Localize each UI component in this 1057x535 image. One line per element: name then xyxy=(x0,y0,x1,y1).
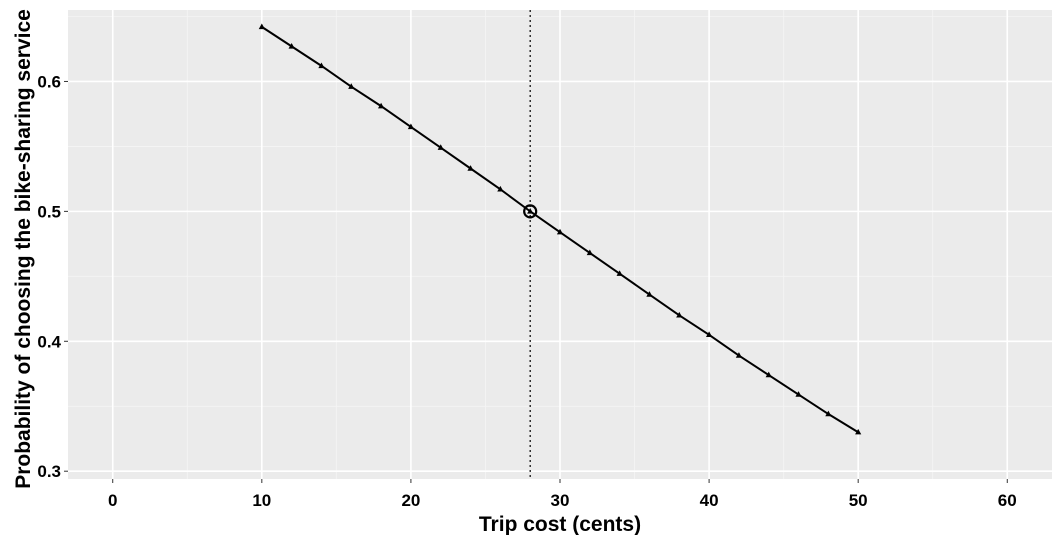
triangle-marker xyxy=(407,123,415,130)
y-axis-ticks: 0.3 0.4 0.5 0.6 xyxy=(37,72,68,481)
triangle-marker xyxy=(318,62,325,69)
y-tick-label: 0.4 xyxy=(37,332,61,351)
x-tick-label: 40 xyxy=(700,491,719,510)
x-axis-title: Trip cost (cents) xyxy=(479,513,641,535)
triangle-marker xyxy=(586,249,593,256)
y-axis-title: Probability of choosing the bike-sharing… xyxy=(12,9,35,489)
triangle-marker xyxy=(377,102,385,109)
x-tick-label: 30 xyxy=(551,491,570,510)
triangle-marker xyxy=(288,42,295,49)
y-tick-label: 0.6 xyxy=(37,72,61,91)
triangle-marker xyxy=(676,311,683,318)
triangle-marker xyxy=(258,23,265,30)
triangle-marker xyxy=(497,185,504,192)
x-tick-label: 60 xyxy=(998,491,1017,510)
y-tick-label: 0.5 xyxy=(37,202,61,221)
triangle-marker xyxy=(646,291,653,297)
highlight-point-circle xyxy=(523,204,538,219)
triangle-marker xyxy=(855,428,862,435)
x-tick-label: 20 xyxy=(401,491,420,510)
x-tick-label: 0 xyxy=(108,491,117,510)
x-tick-label: 10 xyxy=(252,491,271,510)
x-tick-label: 50 xyxy=(849,491,868,510)
y-tick-label: 0.3 xyxy=(37,462,61,481)
triangle-marker xyxy=(467,165,474,171)
major-gridlines xyxy=(68,10,1052,479)
triangle-marker xyxy=(765,371,772,378)
triangle-marker xyxy=(437,144,444,150)
triangle-marker xyxy=(735,352,743,358)
triangle-marker xyxy=(527,207,534,214)
x-axis-ticks: 0 10 20 30 40 50 60 xyxy=(108,479,1017,510)
triangle-marker xyxy=(556,228,564,235)
series-markers xyxy=(258,23,862,435)
triangle-marker xyxy=(348,83,355,89)
triangle-marker xyxy=(616,270,623,276)
triangle-marker xyxy=(705,331,713,337)
triangle-marker xyxy=(825,410,832,417)
triangle-marker xyxy=(795,391,802,397)
